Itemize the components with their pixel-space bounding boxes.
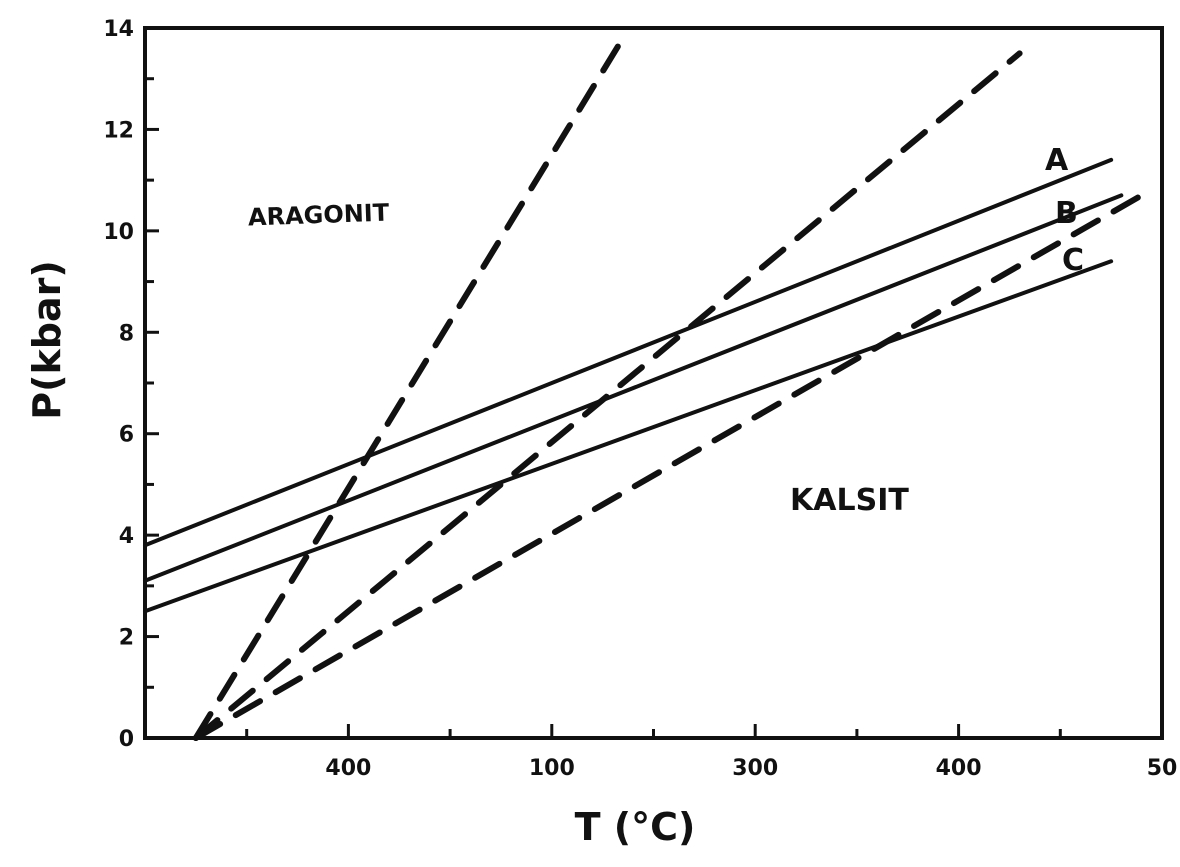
y-tick-label: 14 <box>103 17 134 42</box>
x-tick-labels: 400 100 300 400 50 <box>325 756 1177 781</box>
tick-marks <box>143 26 1164 740</box>
y-tick-label: 4 <box>119 524 134 549</box>
series-label-b: B <box>1055 196 1078 231</box>
x-tick-label: 50 <box>1147 756 1178 781</box>
series-line-b <box>143 193 1124 583</box>
series-label-c: C <box>1062 243 1084 278</box>
y-tick-label: 8 <box>119 321 134 346</box>
x-axis-title: T (°C) <box>575 805 696 849</box>
y-tick-labels: 0 2 4 6 8 10 12 14 <box>103 17 134 752</box>
series-lines <box>143 35 1145 741</box>
region-label-aragonit: ARAGONIT <box>248 199 391 232</box>
y-axis-title: P(kbar) <box>25 260 69 419</box>
x-tick-label: 300 <box>732 756 778 781</box>
y-tick-label: 0 <box>119 727 134 752</box>
y-tick-label: 10 <box>103 220 134 245</box>
series-label-a: A <box>1045 143 1069 178</box>
x-tick-label: 100 <box>529 756 575 781</box>
y-tick-label: 6 <box>119 423 134 448</box>
region-label-kalsit: KALSIT <box>790 483 909 518</box>
x-tick-label: 400 <box>325 756 371 781</box>
x-tick-label: 400 <box>936 756 982 781</box>
series-line-a <box>143 157 1114 548</box>
dashed-line-1 <box>192 35 626 741</box>
y-tick-label: 2 <box>119 626 134 651</box>
plot-frame <box>143 26 1164 740</box>
plot-area-frame <box>143 26 1164 740</box>
dashed-line-2 <box>192 50 1023 741</box>
dashed-line-3 <box>192 192 1145 741</box>
y-tick-label: 12 <box>103 118 134 143</box>
series-line-c <box>143 259 1114 614</box>
